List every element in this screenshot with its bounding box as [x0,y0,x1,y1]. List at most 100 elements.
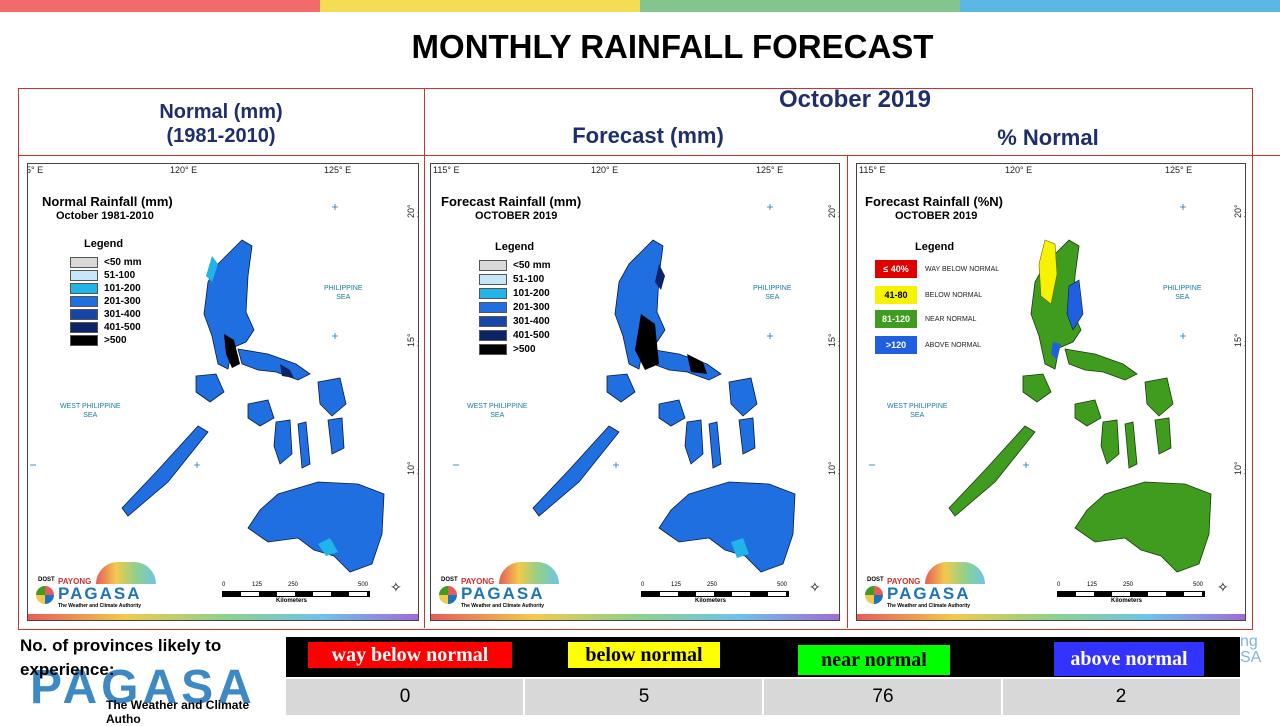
island-samar [317,377,347,417]
legend-item: 401-500 [479,330,550,341]
grid-cross [1180,204,1186,210]
map-panel-forecast: 115° E 120° E 125° E 20° N 15° N 10° N F… [430,163,840,621]
island-samar [1144,377,1174,417]
map-title: Forecast Rainfall (mm) OCTOBER 2019 [441,195,581,223]
scale-bar: 0 125 250 500 Kilometers [637,582,797,606]
island-negros [273,419,293,465]
legend-swatch [70,270,98,281]
lon-tick: 120° E [591,165,619,175]
legend-swatch [70,283,98,294]
legend-item: <50 mm [70,257,142,268]
legend-item: 201-300 [70,296,141,307]
scale-bar: 0 125 250 500 Kilometers [218,582,378,606]
scale-number: 250 [707,582,718,588]
top-bar-segment [0,0,320,12]
scale-number: 500 [1193,582,1204,588]
legend-item: 301-400 [479,316,550,327]
legend-label: <50 mm [513,260,551,271]
scale-unit: Kilometers [695,598,727,604]
island-cebu [297,421,311,469]
frame-divider [18,155,1280,156]
scale-number: 500 [777,582,788,588]
grid-cross [332,204,338,210]
logo-dost: DOST [441,577,458,583]
legend-swatch [70,257,98,268]
lon-tick: 120° E [1005,165,1033,175]
legend-swatch [479,260,507,271]
lat-tick: 10° N [1233,461,1245,475]
island-palawan [532,425,620,517]
category-count-row: 0 5 76 2 [286,679,1240,715]
logo-tagline: The Weather and Climate Authority [887,603,971,609]
scale-number: 125 [671,582,682,588]
island-leyte [1154,417,1172,455]
legend-swatch [70,322,98,333]
legend-item: 51-100 [479,274,544,285]
island-mindoro [195,373,225,403]
lon-tick: 5° E [27,165,44,175]
legend-swatch [479,288,507,299]
lon-tick: 115° E [433,165,460,175]
umbrella-icon [499,562,559,584]
page-title: MONTHLY RAINFALL FORECAST [411,28,934,65]
legend-label: BELOW NORMAL [925,291,983,299]
legend-label: >500 [513,344,536,355]
logo-dost: DOST [867,577,884,583]
legend-label: >500 [104,335,127,346]
map-percent [869,204,1212,573]
region-high-rain [635,314,659,370]
forecast-header: Forecast (mm) [572,123,724,148]
map-title-line2: OCTOBER 2019 [895,210,978,222]
umbrella-icon [96,562,156,584]
legend-label: 301-400 [513,316,550,327]
legend-swatch [70,335,98,346]
legend-label: 201-300 [513,302,550,313]
lon-tick: 120° E [170,165,198,175]
map-panel-percent: 115° E 120° E 125° E 20° N 15° N 10° N F… [856,163,1246,621]
sea-label-west: WEST PHILIPPINE SEA [887,403,948,419]
scale-ruler [222,591,370,597]
lat-tick: 15° N [827,333,839,347]
sea-label-east: PHILIPPINE SEA [324,285,363,301]
island-cebu [708,421,722,469]
map-title-line2: OCTOBER 2019 [475,210,558,222]
grid-cross [1180,333,1186,339]
legend-label: 101-200 [104,283,141,294]
count-divider [762,679,764,715]
sea-label-east: PHILIPPINE SEA [753,285,792,301]
island-cebu [1124,421,1138,469]
island-negros [684,419,704,465]
lon-tick: 115° E [859,165,886,175]
compass-icon: ✧ [1217,579,1229,595]
map-title-line1: Forecast Rainfall (mm) [441,194,582,209]
island-mindanao [658,481,796,573]
island-panay [1074,399,1102,427]
watermark-tagline: The Weather and Climate Autho [106,698,250,726]
count-divider [1001,679,1003,715]
grid-cross [194,462,200,468]
scale-number: 0 [1057,582,1061,588]
lat-tick: 20° N [1233,204,1245,218]
watermark-logo: PAGASA The Weather and Climate Autho [10,661,280,726]
island-bicol [648,348,722,381]
top-bar-segment [320,0,640,12]
island-leyte [327,417,345,455]
legend-swatch [70,309,98,320]
legend-label: ABOVE NORMAL [925,341,982,349]
map-panel-normal: 5° E 120° E 125° E 20° N 15° N 10° N Nor… [27,163,419,621]
umbrella-icon [925,562,985,584]
count-way-below-normal: 0 [399,686,411,707]
legend-swatch [479,302,507,313]
sea-label-east: PHILIPPINE SEA [1163,285,1202,301]
legend-title: Legend [84,238,124,250]
scale-number: 250 [1123,582,1134,588]
logo-tagline: The Weather and Climate Authority [58,603,142,609]
legend-item: 101-200 [70,283,141,294]
scale-number: 125 [252,582,263,588]
lat-tick: 15° N [1233,333,1245,347]
island-mindanao [247,481,385,573]
scale-ruler [1057,591,1205,597]
logo-tagline: The Weather and Climate Authority [461,603,545,609]
scale-unit: Kilometers [1111,598,1143,604]
legend-swatch [479,344,507,355]
